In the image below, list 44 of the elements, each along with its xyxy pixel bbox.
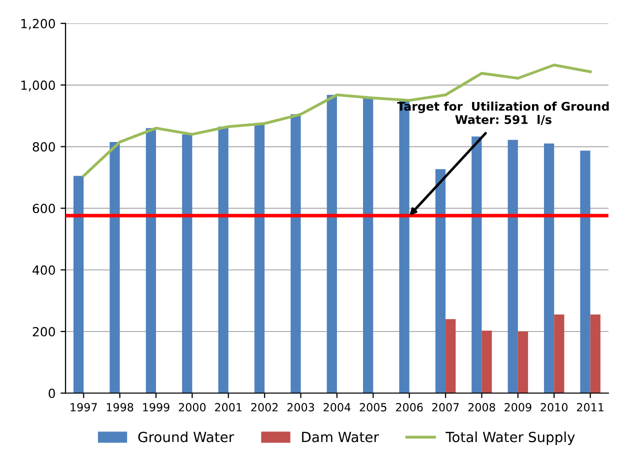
- y-tick-label: 200: [32, 326, 55, 336]
- y-tick-label: 400: [32, 265, 55, 275]
- x-tick-label: 2008: [468, 403, 496, 412]
- x-tick-label: 2007: [432, 403, 459, 412]
- x-tick-label: 2002: [251, 403, 278, 412]
- x-tick-label: 2001: [215, 403, 242, 412]
- x-tick-label: 2000: [178, 403, 206, 412]
- bar: [554, 314, 564, 394]
- bar: [544, 144, 554, 394]
- y-tick-label: 0: [48, 388, 55, 398]
- bar: [182, 134, 192, 394]
- bar: [590, 314, 600, 394]
- bar: [218, 126, 228, 394]
- y-tick-label: 1,000: [21, 80, 55, 92]
- x-tick-label: 2004: [324, 403, 350, 412]
- bar: [580, 150, 590, 394]
- bar: [435, 169, 446, 394]
- legend-label: Ground Water: [138, 432, 234, 442]
- y-tick-label: 800: [32, 142, 55, 152]
- legend-label: Total Water Supply: [446, 432, 575, 445]
- bar: [290, 114, 301, 394]
- bar: [472, 136, 482, 394]
- bar: [518, 332, 528, 394]
- bar: [508, 140, 518, 394]
- bar: [146, 128, 156, 394]
- x-tick-label: 1997: [70, 403, 97, 412]
- legend-label: Dam Water: [302, 432, 379, 442]
- bar: [110, 142, 120, 394]
- bar: [482, 330, 492, 394]
- bar: [363, 98, 374, 394]
- x-tick-label: 2003: [287, 403, 314, 412]
- x-tick-label: 2010: [540, 403, 568, 412]
- x-tick-label: 1999: [143, 403, 170, 412]
- bar: [73, 176, 84, 394]
- x-tick-label: 1998: [106, 403, 134, 412]
- bar: [326, 94, 337, 394]
- y-tick-label: 600: [32, 204, 55, 214]
- bar: [254, 124, 265, 394]
- x-tick-label: 2006: [396, 403, 423, 412]
- x-tick-label: 2005: [360, 403, 386, 412]
- x-tick-label: 2011: [576, 403, 604, 412]
- bar: [446, 319, 456, 394]
- x-tick-label: 2009: [504, 403, 532, 412]
- y-tick-label: 1,200: [21, 18, 55, 30]
